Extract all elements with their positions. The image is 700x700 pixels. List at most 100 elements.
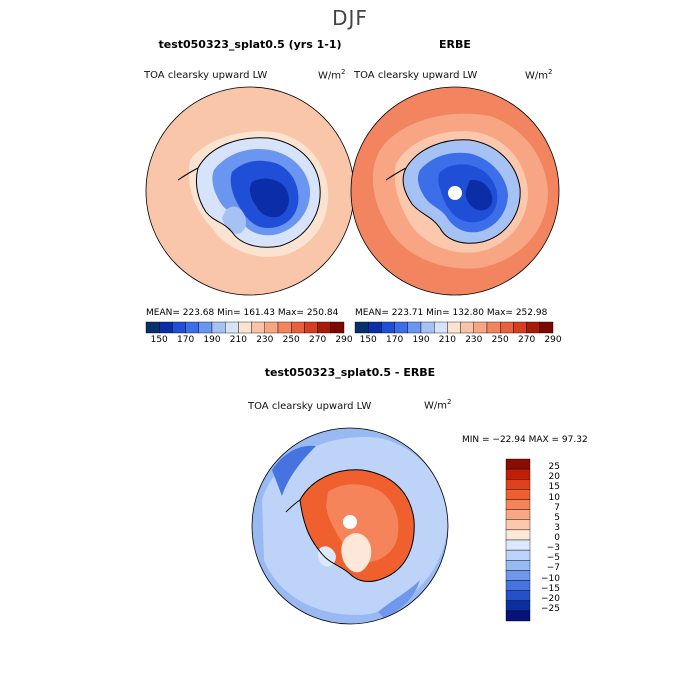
colorbar1-swatch	[224, 321, 239, 334]
colorbar1-swatch	[251, 321, 266, 334]
colorbar3-tick-label: 7	[554, 502, 560, 513]
colorbar3-swatch	[505, 519, 531, 531]
colorbar1-tick-label: 250	[282, 335, 300, 345]
colorbar-panel1	[145, 321, 345, 334]
colorbar3-swatch	[505, 560, 531, 571]
colorbar2-tick-label: 290	[544, 335, 562, 345]
map1-ross-shelf	[222, 206, 246, 234]
colorbar2-swatch	[368, 321, 382, 334]
colorbar3-swatch	[505, 600, 531, 612]
colorbar1-tick-label: 150	[150, 335, 168, 345]
colorbar2-tick-label: 230	[465, 335, 483, 345]
colorbar2-swatch	[473, 321, 488, 334]
map2-polar-hole	[448, 186, 462, 200]
colorbar1-tick-label: 190	[203, 335, 221, 345]
colorbar3-swatch	[505, 610, 531, 622]
colorbar3-swatch	[505, 539, 531, 551]
colorbar1-swatch	[238, 321, 252, 334]
colorbar2-swatch	[420, 321, 435, 334]
colorbar1-swatch	[158, 321, 173, 334]
map1-coastline	[195, 137, 321, 248]
colorbar1-swatch	[185, 321, 200, 334]
colorbar3-swatch	[505, 499, 531, 510]
colorbar2-tick-label: 250	[491, 335, 509, 345]
panel3-unit-label: W/m2	[424, 398, 452, 412]
panel1-variable-label: TOA clearsky upward LW	[144, 70, 268, 81]
colorbar1-swatch	[317, 321, 332, 334]
colorbar2-tick-label: 190	[412, 335, 430, 345]
colorbar1-swatch	[291, 321, 305, 334]
colorbar1-swatch	[330, 321, 345, 334]
colorbar1-tick-label: 230	[256, 335, 274, 345]
colorbar3-swatch	[505, 580, 531, 591]
map2-continent-core	[465, 179, 493, 211]
map1-continent-core	[249, 178, 289, 218]
colorbar2-swatch	[460, 321, 475, 334]
map3-peninsula	[285, 499, 301, 513]
colorbar3-tick-label: −15	[541, 583, 560, 594]
colorbar2-swatch	[394, 321, 409, 334]
panel2-stats: MEAN= 223.71 Min= 132.80 Max= 252.98	[355, 308, 548, 318]
colorbar3-swatch	[505, 570, 531, 581]
colorbar2-tick-label: 210	[438, 335, 456, 345]
map3-polar-hole	[343, 515, 357, 529]
map1-peninsula	[177, 167, 199, 181]
colorbar3-tick-label: 3	[554, 522, 560, 533]
panel2-unit-label: W/m2	[525, 68, 553, 82]
colorbar3-tick-label: 15	[548, 482, 560, 493]
colorbar2-tick-label: 150	[359, 335, 377, 345]
panel2-variable-label: TOA clearsky upward LW	[354, 70, 478, 81]
colorbar1-swatch	[211, 321, 226, 334]
map-panel3	[252, 428, 448, 624]
colorbar2-swatch	[526, 321, 540, 334]
colorbar2-swatch	[354, 321, 369, 334]
colorbar2-swatch	[539, 321, 554, 334]
colorbar1-swatch	[277, 321, 292, 334]
colorbar3-tick-label: −25	[541, 603, 560, 614]
colorbar2-swatch	[513, 321, 527, 334]
colorbar3-swatch	[505, 509, 531, 520]
panel3-stats: MIN = −22.94 MAX = 97.32	[462, 435, 588, 445]
colorbar2-swatch	[381, 321, 395, 334]
colorbar1-swatch	[304, 321, 318, 334]
colorbar1-swatch	[264, 321, 279, 334]
colorbar1-tick-label: 290	[335, 335, 353, 345]
map3-blue-patch-nw	[272, 445, 316, 496]
colorbar3-swatch	[505, 458, 531, 470]
panel2-title: ERBE	[439, 38, 471, 51]
colorbar3-tick-label: −5	[546, 553, 560, 564]
colorbar1-swatch	[145, 321, 160, 334]
colorbar3-tick-label: 25	[548, 462, 560, 473]
panel3-variable-label: TOA clearsky upward LW	[248, 401, 372, 412]
colorbar1-tick-label: 210	[229, 335, 247, 345]
colorbar3-tick-label: 0	[554, 533, 560, 543]
colorbar3-tick-label: −20	[541, 593, 560, 604]
panel1-title: test050323_splat0.5 (yrs 1-1)	[158, 38, 342, 51]
colorbar3-swatch	[505, 590, 531, 601]
map2-border	[350, 86, 560, 296]
colorbar3-swatch	[505, 468, 531, 480]
colorbar2-tick-label: 170	[386, 335, 404, 345]
colorbar1-tick-label: 170	[177, 335, 195, 345]
colorbar1-tick-label: 270	[309, 335, 327, 345]
map3-border	[251, 427, 449, 625]
map2-coastline	[402, 139, 521, 244]
colorbar3-tick-label: −10	[541, 573, 560, 584]
colorbar1-swatch	[172, 321, 186, 334]
map3-blue-patch-s	[378, 580, 420, 618]
colorbar3-tick-label: 10	[548, 492, 560, 503]
colorbar2-swatch	[407, 321, 422, 334]
colorbar3-tick-label: 20	[548, 472, 560, 483]
colorbar3-tick-label: −3	[546, 543, 560, 554]
figure-title: DJF	[332, 6, 368, 30]
colorbar3-tick-label: 5	[554, 512, 560, 523]
panel3-title: test050323_splat0.5 - ERBE	[264, 366, 436, 379]
map-panel1	[146, 87, 354, 295]
colorbar2-swatch	[486, 321, 501, 334]
map3-coastline	[299, 469, 415, 582]
colorbar3-tick-label: −7	[546, 563, 560, 574]
colorbar2-tick-label: 270	[518, 335, 536, 345]
colorbar2-swatch	[447, 321, 461, 334]
panel1-unit-label: W/m2	[318, 68, 346, 82]
